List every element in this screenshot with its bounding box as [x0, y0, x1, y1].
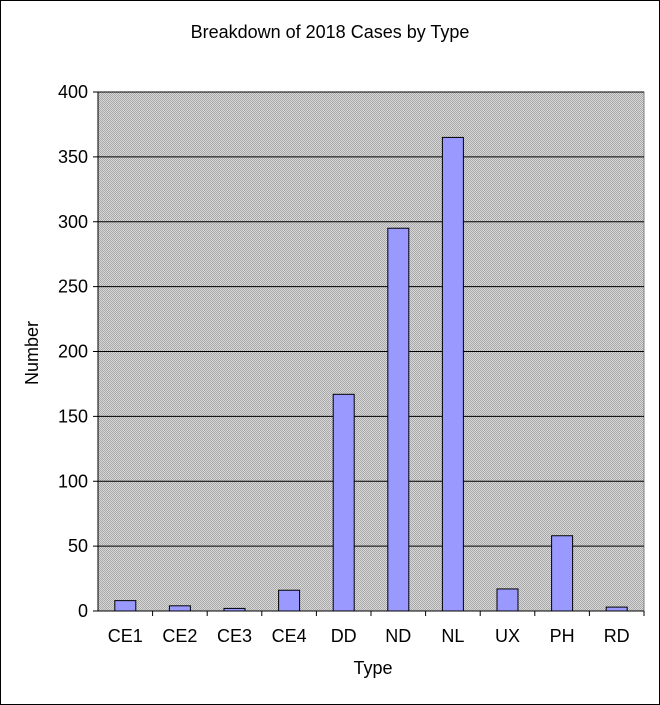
x-tick-label: DD [331, 626, 357, 646]
y-tick-label: 350 [58, 147, 88, 167]
bars [114, 136, 628, 612]
y-tick-label: 400 [58, 82, 88, 102]
bar-dd [332, 393, 355, 612]
bar-rd [605, 606, 628, 612]
bar-ph [551, 535, 574, 612]
y-tick-label: 250 [58, 277, 88, 297]
x-tick-label: CE3 [217, 626, 252, 646]
bar-nd [387, 227, 410, 612]
x-axis-ticks: CE1 CE2 CE3 CE4 DD ND NL UX PH RD [108, 611, 645, 646]
x-axis-label: Type [353, 658, 393, 678]
x-tick-label: CE2 [162, 626, 197, 646]
y-tick-label: 300 [58, 212, 88, 232]
x-tick-label: CE4 [272, 626, 307, 646]
x-tick-label: RD [604, 626, 630, 646]
x-tick-label: ND [385, 626, 411, 646]
chart-title: Breakdown of 2018 Cases by Type [190, 22, 470, 42]
bar-ce1 [114, 600, 137, 612]
bar-nl [441, 136, 464, 612]
x-tick-label: UX [495, 626, 520, 646]
x-tick-label: PH [550, 626, 575, 646]
y-tick-label: 100 [58, 471, 88, 491]
y-axis-ticks: 0 50 100 150 200 250 300 350 400 [58, 82, 98, 621]
bar-ux [496, 588, 519, 612]
bar-ce4 [278, 589, 301, 612]
y-tick-label: 0 [78, 601, 88, 621]
y-tick-label: 50 [68, 536, 88, 556]
y-tick-label: 150 [58, 406, 88, 426]
x-tick-label: CE1 [108, 626, 143, 646]
y-tick-label: 200 [58, 342, 88, 362]
bar-ce2 [168, 605, 191, 612]
x-tick-label: NL [441, 626, 464, 646]
